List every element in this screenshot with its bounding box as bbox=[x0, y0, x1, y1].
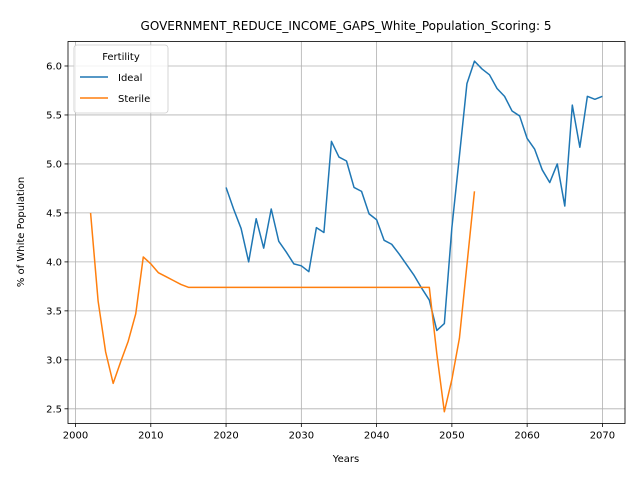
y-tick-label: 2.5 bbox=[46, 404, 62, 415]
x-axis-ticks: 2000 2010 2020 2030 2040 2050 2060 2070 bbox=[63, 423, 615, 442]
series-line-sterile bbox=[89, 191, 476, 413]
y-tick-label: 4.0 bbox=[46, 257, 62, 268]
chart-title: GOVERNMENT_REDUCE_INCOME_GAPS_White_Popu… bbox=[141, 19, 552, 33]
series-lines bbox=[89, 60, 603, 413]
y-tick-label: 5.5 bbox=[46, 110, 62, 121]
x-tick-label: 2000 bbox=[63, 431, 88, 442]
x-tick-label: 2020 bbox=[213, 431, 238, 442]
y-axis-label: % of White Population bbox=[16, 177, 27, 287]
legend-label-ideal: Ideal bbox=[118, 73, 142, 84]
x-tick-label: 2010 bbox=[138, 431, 163, 442]
x-tick-label: 2030 bbox=[289, 431, 314, 442]
x-tick-label: 2050 bbox=[439, 431, 464, 442]
y-axis-ticks: 2.5 3.0 3.5 4.0 4.5 5.0 5.5 6.0 bbox=[46, 61, 68, 415]
y-tick-label: 3.5 bbox=[46, 306, 62, 317]
y-tick-label: 3.0 bbox=[46, 355, 62, 366]
x-tick-label: 2060 bbox=[514, 431, 539, 442]
legend-label-sterile: Sterile bbox=[118, 94, 150, 105]
plot-frame bbox=[67, 41, 626, 424]
legend-box bbox=[73, 44, 169, 114]
x-tick-label: 2070 bbox=[590, 431, 615, 442]
x-tick-label: 2040 bbox=[364, 431, 389, 442]
y-tick-label: 4.5 bbox=[46, 208, 62, 219]
y-tick-label: 5.0 bbox=[46, 159, 62, 170]
legend: Fertility Ideal Sterile bbox=[73, 44, 169, 114]
y-tick-label: 6.0 bbox=[46, 61, 62, 72]
legend-title: Fertility bbox=[102, 52, 140, 63]
series-line-ideal bbox=[225, 60, 603, 332]
x-axis-label: Years bbox=[332, 454, 359, 465]
